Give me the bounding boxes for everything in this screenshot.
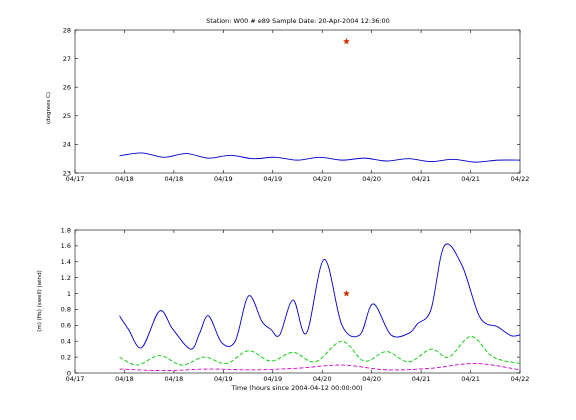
temperature-panel: 04/17 04/18 04/18 04/19 04/19 04/20 04/20 04/21… — [46, 26, 529, 183]
temperature-series — [119, 37, 521, 163]
temperature-ticks: 04/17 04/18 04/18 04/19 04/19 04/20 04/20 04/21… — [63, 26, 530, 183]
wave-y-tick-label: 0.6 — [61, 322, 71, 330]
temperature-x-tick-label: 04/19 — [263, 175, 282, 183]
wave-series-line-2 — [119, 363, 521, 372]
wave-y-tick-label: 1.6 — [61, 242, 71, 250]
temperature-x-tick-label: 04/20 — [362, 175, 381, 183]
wave-series-line-1 — [119, 336, 521, 366]
wave-y-tick-label: 1 — [67, 290, 71, 298]
temperature-x-tick-label: 04/21 — [412, 175, 431, 183]
wave-y-tick-label: 0.2 — [61, 353, 71, 361]
wave-y-label: (m) (Hs) (swell) (wind) — [37, 270, 43, 332]
wave-x-tick-label: 04/21 — [412, 375, 431, 383]
temperature-x-tick-label: 04/18 — [115, 175, 134, 183]
temperature-x-tick-label: 04/21 — [461, 175, 480, 183]
wave-y-tick-label: 1.2 — [61, 274, 71, 282]
temperature-sample-marker — [343, 37, 350, 45]
temperature-x-tick-label: 04/22 — [511, 175, 530, 183]
temperature-y-tick-label: 28 — [63, 26, 71, 34]
temperature-x-tick-label: 04/19 — [214, 175, 233, 183]
wave-sample-marker — [343, 289, 350, 297]
temperature-y-tick-label: 25 — [63, 112, 71, 120]
temperature-y-tick-label: 26 — [63, 84, 71, 92]
wave-x-tick-label: 04/18 — [115, 375, 134, 383]
wave-x-tick-label: 04/20 — [313, 375, 332, 383]
wave-x-tick-label: 04/20 — [362, 375, 381, 383]
wave-y-tick-label: 0 — [67, 369, 71, 377]
temperature-y-tick-label: 23 — [63, 169, 71, 177]
wave-series-line-0 — [119, 243, 521, 350]
temperature-x-tick-label: 04/17 — [66, 175, 85, 183]
wave-x-tick-label: 04/18 — [165, 375, 184, 383]
x-axis-label: Time (hours since 2004-04-12 00:00:00) — [230, 384, 362, 392]
wave-x-tick-label: 04/17 — [66, 375, 85, 383]
wave-series — [119, 243, 521, 372]
temperature-x-tick-label: 04/20 — [313, 175, 332, 183]
wave-x-tick-label: 04/19 — [214, 375, 233, 383]
wave-axes-box — [74, 229, 521, 374]
wave-y-tick-label: 0.4 — [61, 338, 71, 346]
wave-x-tick-label: 04/21 — [461, 375, 480, 383]
wave-x-tick-label: 04/22 — [511, 375, 530, 383]
wave-y-tick-label: 1.8 — [61, 226, 71, 234]
temperature-axes-box — [74, 29, 521, 174]
wave-ticks: 04/17 04/18 04/18 04/19 04/19 04/20 04/20 04/21… — [61, 226, 530, 383]
wave-height-panel: 04/17 04/18 04/18 04/19 04/19 04/20 04/20 04/21… — [37, 226, 529, 383]
temperature-y-tick-label: 24 — [63, 141, 71, 149]
wave-y-tick-label: 0.8 — [61, 306, 71, 314]
temperature-series-line-0 — [119, 152, 521, 163]
temperature-x-tick-label: 04/18 — [165, 175, 184, 183]
temperature-y-tick-label: 27 — [63, 55, 71, 63]
wave-y-tick-label: 1.4 — [61, 258, 71, 266]
temperature-y-label: (degrees C) — [46, 92, 52, 124]
wave-x-tick-label: 04/19 — [263, 375, 282, 383]
figure-title: Station: W00 # e89 Sample Date: 20-Apr-2… — [206, 17, 390, 25]
